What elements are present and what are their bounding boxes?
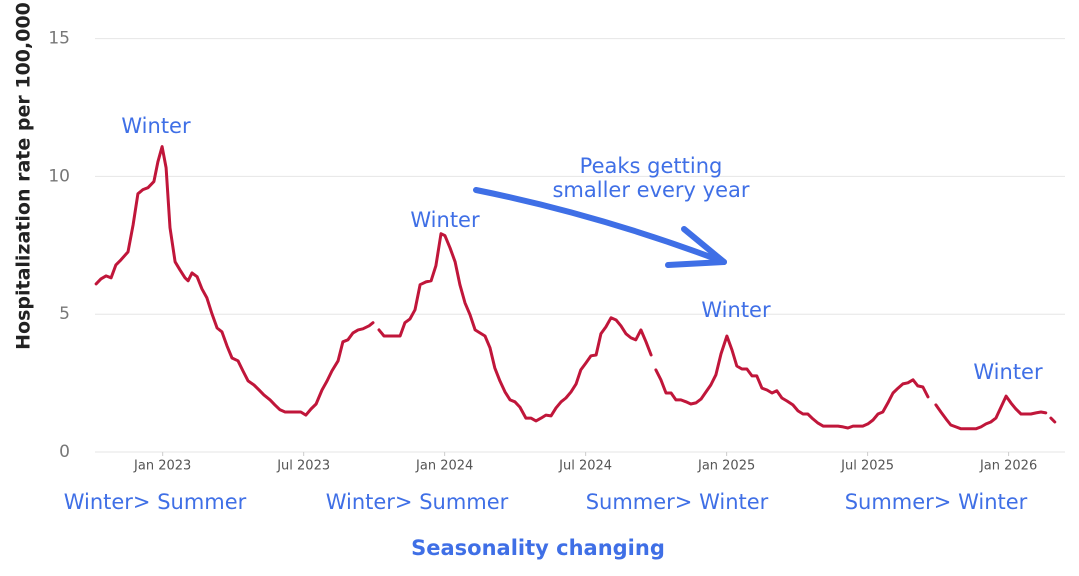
y-tick-label: 0 [59,442,70,462]
x-tick-label: Jul 2025 [840,459,894,474]
period-label: Winter> Summer [326,490,509,514]
period-label: Summer> Winter [586,490,769,514]
arrow-head [665,226,727,268]
arrow-shaft [473,187,727,265]
annotation: Winter [121,114,191,138]
arrow [473,187,727,268]
y-axis-label: Hospitalization rate per 100,000 [13,2,35,350]
x-tick-label: Jan 2023 [133,459,191,474]
x-tick-label: Jan 2025 [697,459,755,474]
y-tick-label: 15 [48,29,70,49]
footer: Seasonality changing [411,536,665,560]
x-tick-label: Jan 2026 [979,459,1037,474]
y-tick-label: 10 [48,166,70,186]
x-tick-label: Jul 2024 [558,459,612,474]
y-tick-label: 5 [59,304,70,324]
period-label: Summer> Winter [845,490,1028,514]
annotation: smaller every year [552,178,749,202]
annotation: Winter [973,360,1043,384]
x-tick-label: Jul 2023 [276,459,330,474]
annotation: Winter [701,298,771,322]
period-label: Winter> Summer [64,490,247,514]
annotation: Winter [410,208,480,232]
annotation: Peaks getting [580,154,723,178]
data-line [94,145,1057,431]
x-tick-label: Jan 2024 [415,459,473,474]
